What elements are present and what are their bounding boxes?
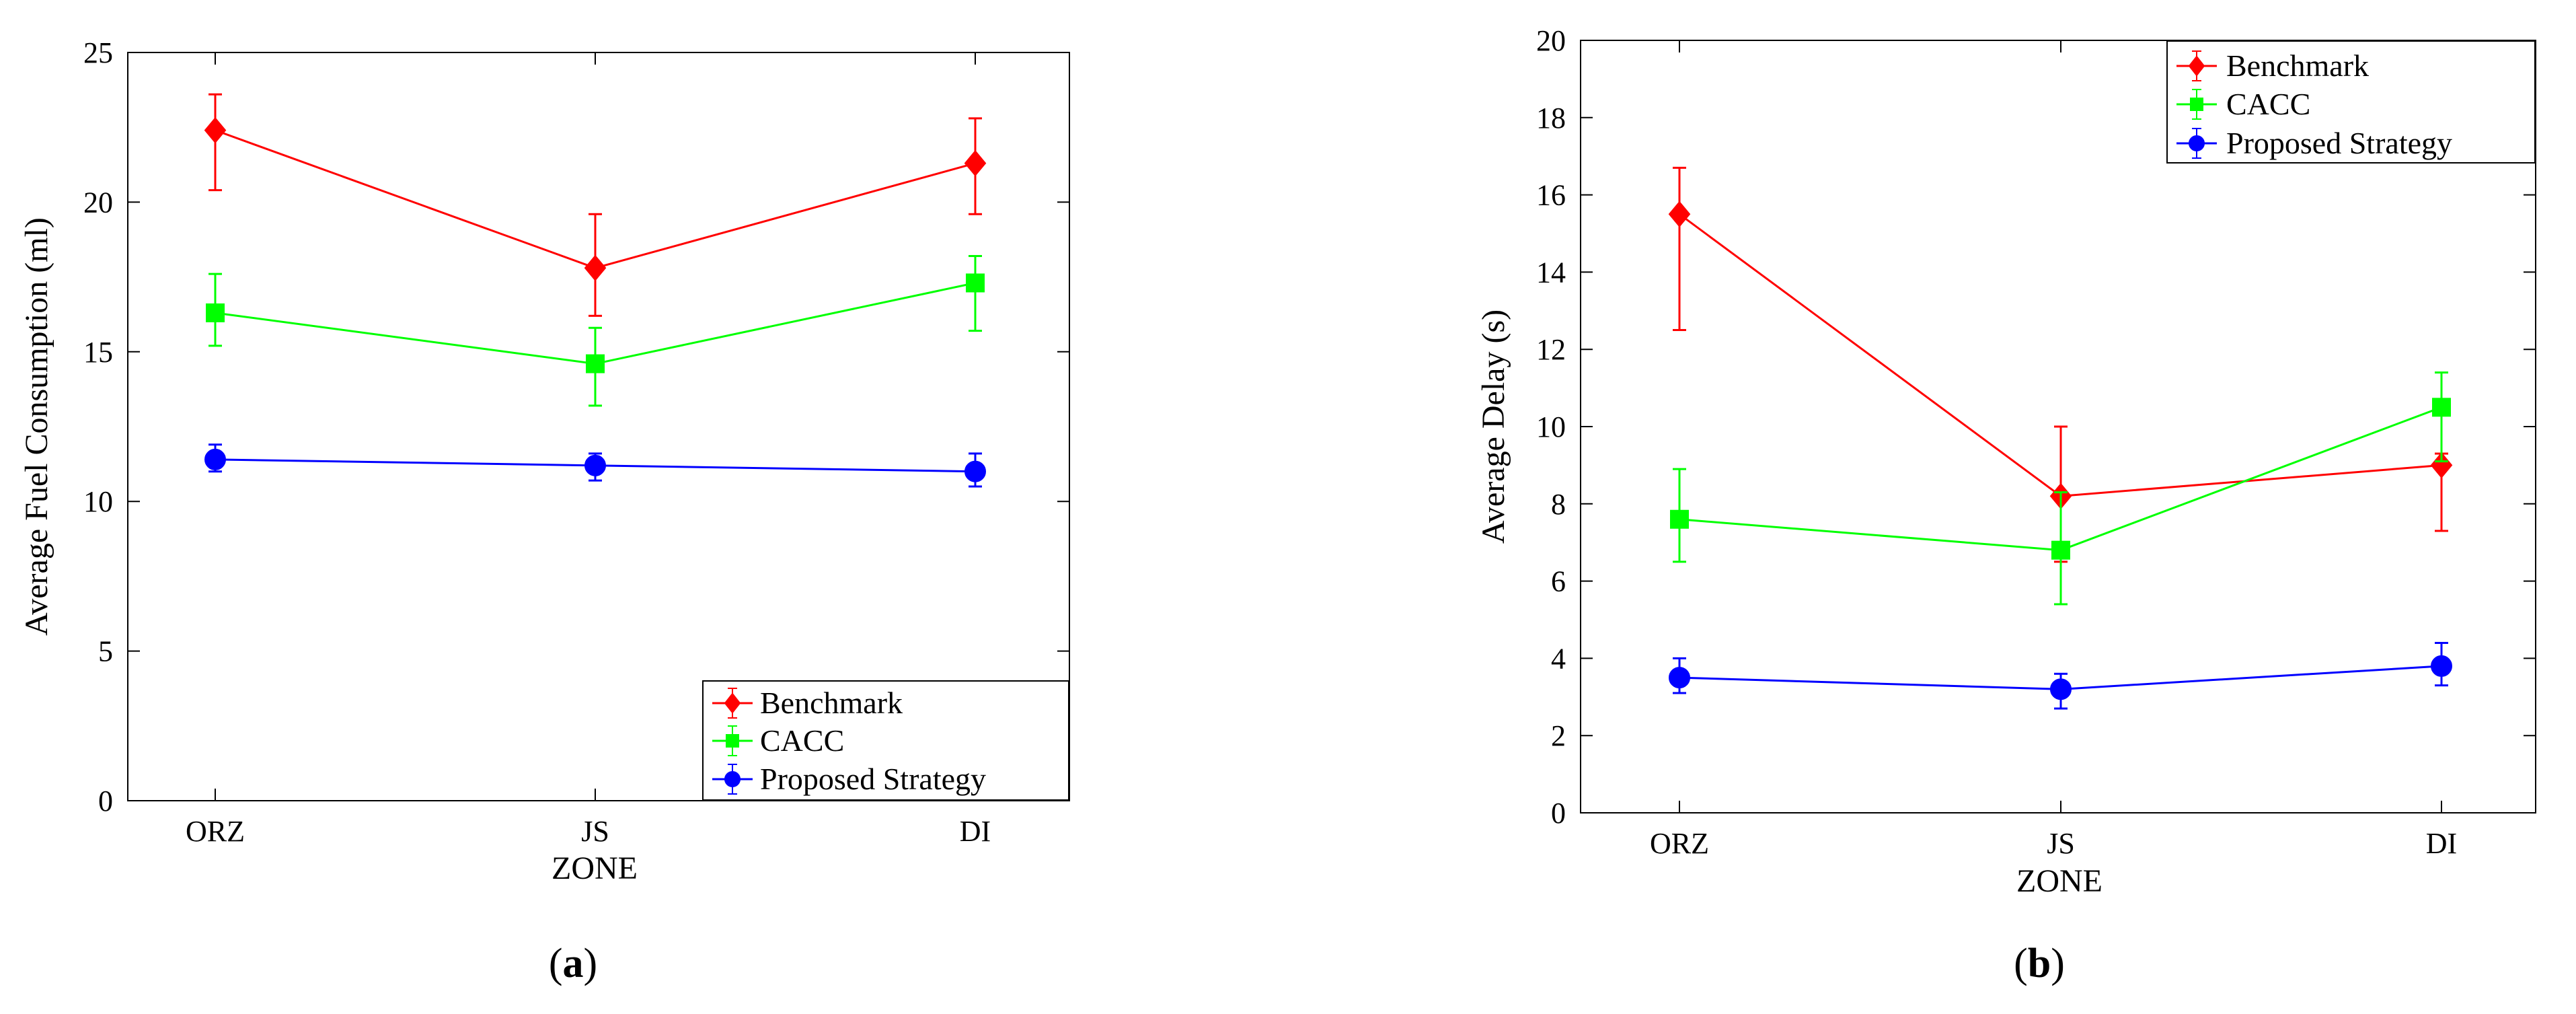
- data-point-square: [2051, 540, 2070, 560]
- y-tick-label: 0: [1551, 797, 1566, 830]
- panel-label-b: (b): [2014, 941, 2065, 986]
- y-tick-label: 8: [1551, 488, 1566, 521]
- y-tick-label: 20: [1536, 24, 1566, 57]
- data-point-square: [206, 303, 225, 322]
- y-tick-label: 14: [1536, 256, 1566, 289]
- x-tick-label: JS: [2047, 827, 2075, 860]
- y-tick-label: 6: [1551, 565, 1566, 598]
- y-tick-label: 2: [1551, 719, 1566, 752]
- legend-marker-diamond: [2188, 55, 2205, 77]
- series-cacc: [206, 254, 985, 407]
- panel-b-average-delay: 0 2 4 6 8 10 12 14 16 18 20 ORZ JS DI Average Delay …: [1476, 24, 2536, 986]
- y-axis-label-a: Average Fuel Consumption (ml): [19, 217, 54, 636]
- y-axis-ticks-b: 0 2 4 6 8 10 12 14 16 18 20: [1536, 24, 2536, 830]
- panel-a-fuel-consumption: 0 5 10 15 20 25 ORZ JS DI Average Fuel Consumpt…: [19, 36, 1070, 986]
- y-tick-label: 25: [83, 36, 113, 69]
- legend-label: CACC: [760, 723, 844, 758]
- y-tick-label: 18: [1536, 102, 1566, 135]
- legend-marker-square: [2190, 98, 2203, 111]
- data-point-square: [2432, 398, 2451, 417]
- x-tick-label: ORZ: [186, 815, 245, 848]
- series-proposed-strategy: [1669, 641, 2452, 710]
- plot-area-a: [127, 52, 1070, 801]
- x-tick-label: ORZ: [1650, 827, 1709, 860]
- data-point-circle: [204, 448, 226, 470]
- y-tick-label: 10: [1536, 410, 1566, 443]
- x-tick-label: DI: [2426, 827, 2457, 860]
- x-tick-label: JS: [581, 815, 609, 848]
- y-tick-label: 12: [1536, 333, 1566, 366]
- data-point-diamond: [1668, 201, 1691, 227]
- legend-box-b: [2166, 40, 2536, 164]
- x-tick-label: DI: [960, 815, 991, 848]
- legend-label: Proposed Strategy: [760, 762, 986, 796]
- data-point-circle: [964, 460, 986, 482]
- y-tick-label: 16: [1536, 179, 1566, 212]
- data-point-circle: [1669, 667, 1690, 689]
- legend-box-a: [702, 680, 1069, 801]
- legend-marker-circle: [2189, 135, 2205, 151]
- series-benchmark: [204, 93, 987, 317]
- y-axis-ticks-a: 0 5 10 15 20 25: [83, 36, 1069, 818]
- y-tick-label: 0: [98, 785, 113, 818]
- data-point-diamond: [584, 254, 607, 281]
- y-tick-label: 15: [83, 336, 113, 369]
- y-tick-label: 20: [83, 186, 113, 219]
- panel-label-a: (a): [549, 941, 597, 986]
- y-tick-label: 10: [83, 485, 113, 518]
- legend-label: CACC: [2226, 87, 2310, 121]
- legend-label: Proposed Strategy: [2226, 126, 2452, 160]
- series-group-b: [1668, 166, 2453, 710]
- y-tick-label: 5: [98, 635, 113, 668]
- x-axis-ticks-b: ORZ JS DI: [1650, 40, 2457, 860]
- y-axis-label-b: Average Delay (s): [1476, 310, 1511, 544]
- legend-label: Benchmark: [2226, 48, 2369, 83]
- data-point-diamond: [204, 117, 227, 144]
- x-axis-label-a: ZONE: [552, 850, 638, 886]
- legend-b: Benchmark CACC Proposed Strategy: [2166, 40, 2536, 164]
- series-proposed-strategy: [204, 443, 986, 488]
- legend-label: Benchmark: [760, 686, 903, 720]
- y-tick-label: 4: [1551, 642, 1566, 675]
- data-point-circle: [2431, 655, 2452, 677]
- data-point-square: [966, 273, 985, 293]
- legend-marker-square: [726, 734, 739, 748]
- series-group-a: [204, 93, 987, 488]
- data-point-circle: [2050, 678, 2072, 700]
- legend-marker-circle: [724, 771, 741, 787]
- panel-letter-a: a: [563, 941, 584, 986]
- data-point-square: [1670, 509, 1689, 529]
- x-axis-label-b: ZONE: [2016, 863, 2103, 899]
- data-point-square: [586, 354, 605, 373]
- data-point-diamond: [964, 150, 987, 177]
- series-cacc: [1670, 371, 2451, 606]
- data-point-circle: [584, 454, 606, 476]
- panel-letter-b: b: [2028, 941, 2051, 986]
- legend-marker-diamond: [724, 692, 741, 714]
